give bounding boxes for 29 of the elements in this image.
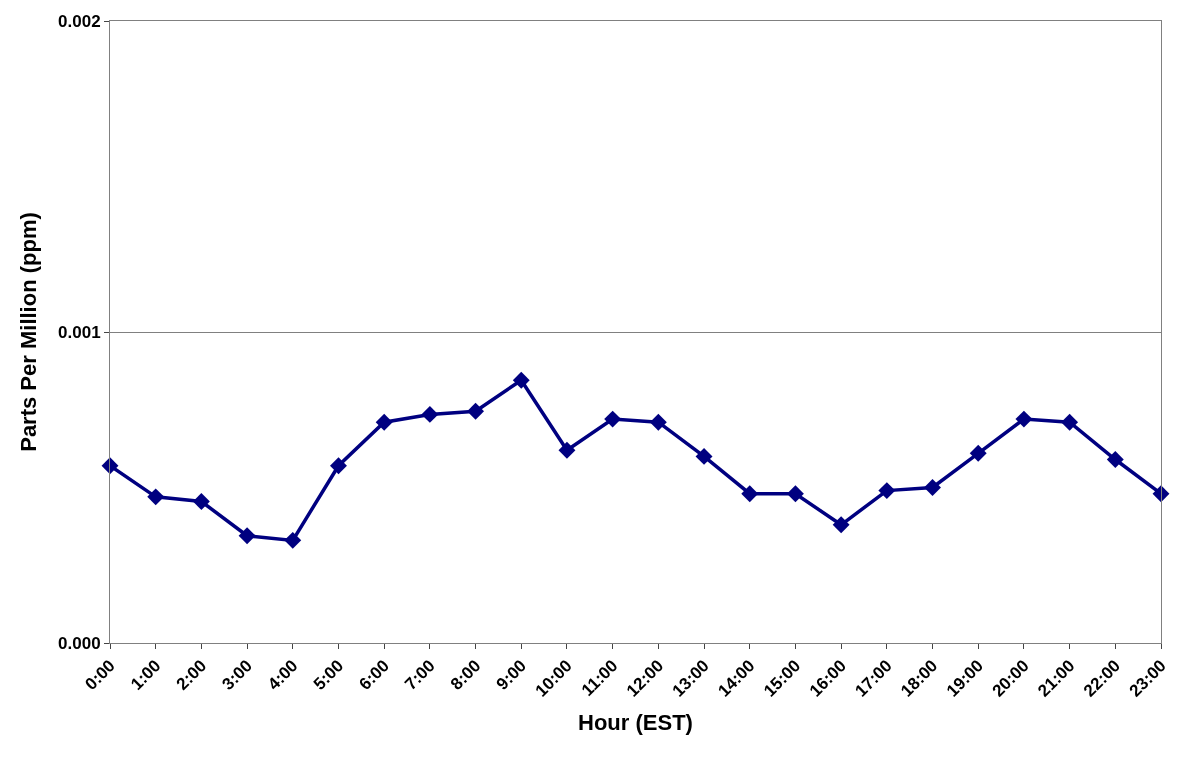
point (330, 457, 347, 475)
point (284, 531, 302, 549)
point (649, 413, 667, 431)
point (421, 405, 439, 423)
y-axis-title: Parts Per Million (ppm) (15, 212, 41, 452)
point (101, 457, 119, 475)
point (786, 485, 804, 503)
point (192, 493, 210, 510)
point (147, 488, 165, 506)
point (741, 485, 759, 503)
point (467, 402, 485, 420)
y-tick-label: 0.001 (58, 322, 101, 342)
point (878, 482, 896, 500)
point (695, 447, 713, 465)
point (969, 444, 987, 462)
point (832, 516, 850, 534)
point (558, 441, 576, 459)
point (604, 410, 622, 428)
point (238, 527, 256, 545)
point (1152, 485, 1170, 503)
y-tick-label: 0.000 (58, 633, 101, 653)
point (924, 479, 941, 496)
point (512, 371, 530, 389)
point (1015, 410, 1033, 428)
point (375, 413, 393, 431)
point (1061, 413, 1079, 431)
y-tick-label: 0.002 (58, 11, 101, 31)
x-axis-title: Hour (EST) (578, 710, 693, 736)
point (1106, 451, 1124, 468)
